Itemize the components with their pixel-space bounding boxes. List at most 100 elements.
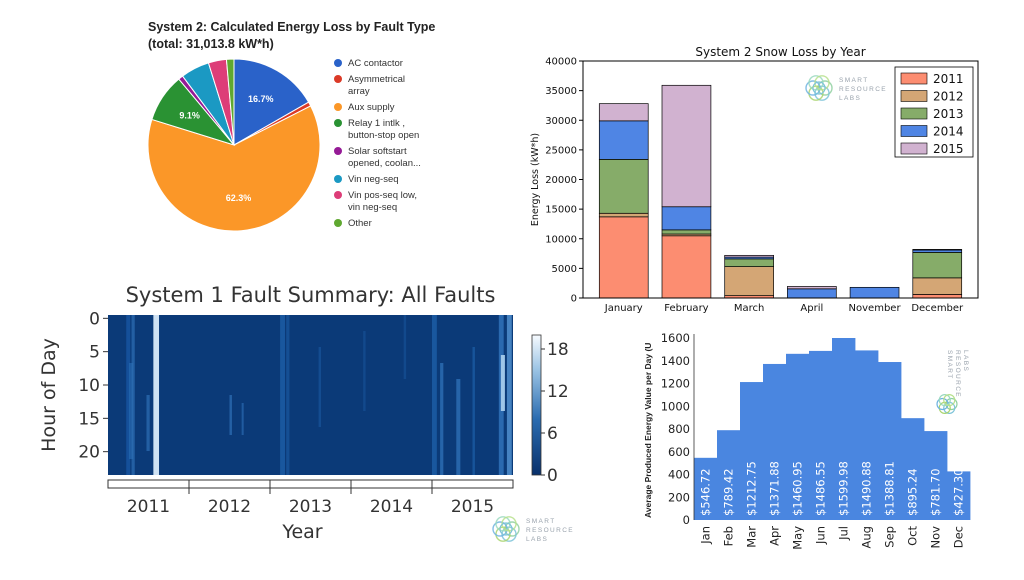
snow-title: System 2 Snow Loss by Year: [695, 45, 865, 59]
logo-word: SMART: [526, 518, 556, 525]
legend-label: 2014: [933, 125, 964, 139]
value-bar: [878, 362, 902, 520]
snow-bar-segment: [787, 288, 837, 299]
snow-ylabel: Energy Loss (kW*h): [530, 133, 541, 226]
y-tick-label: 25000: [545, 145, 577, 156]
value-bar: [740, 382, 764, 520]
snow-bar-segment: [661, 235, 712, 299]
y-tick-label: 1400: [661, 354, 690, 368]
pie-slice: [225, 58, 235, 146]
x-tick-label: Aug: [860, 526, 874, 548]
y-tick-label: 30000: [545, 116, 577, 127]
heatmap-cell-band: [472, 347, 475, 475]
x-tick-label: April: [800, 303, 823, 314]
x-tick-label: 2015: [451, 497, 494, 517]
pie-legend-entry: Other: [334, 218, 372, 229]
year-strip: [107, 479, 514, 489]
heatmap-cell-band: [440, 363, 444, 475]
legend-swatch: [900, 125, 928, 137]
heatmap-cell-band: [403, 315, 407, 379]
heatmap-ylabel: Hour of Day: [38, 338, 60, 452]
heatmap-cell-band: [500, 355, 505, 411]
logo-word: RESOURCE: [526, 527, 574, 534]
heatmap-cell-band: [318, 347, 322, 427]
heatmap-title: System 1 Fault Summary: All Faults: [126, 283, 496, 307]
logo-word: RESOURCE: [839, 86, 887, 93]
colorbar-tick-label: 0: [547, 466, 558, 486]
value-bar: [901, 418, 925, 520]
value-bar-label: $1371.88: [768, 461, 782, 516]
pie-legend-label: Vin neg-seq: [348, 174, 399, 185]
heatmap-cell-band: [153, 315, 160, 475]
x-tick-label: March: [734, 303, 764, 314]
y-tick-label: 10: [78, 376, 100, 396]
value-bar: [947, 471, 971, 520]
logo-word: LABS: [526, 536, 548, 543]
value-bar: [763, 363, 787, 520]
legend-marker-icon: [334, 59, 342, 67]
snow-loss-chart: System 2 Snow Loss by Year 0 5000 10000 1500…: [530, 45, 979, 314]
snow-bar-segment: [598, 120, 649, 160]
pie-legend-entry: Relay 1 intlk , button-stop open: [334, 118, 419, 141]
energy-value-panel: $546.72 Jan $789.42 Feb $1212.75 Mar $1371.88 A…: [640, 330, 980, 575]
logo-center-icon: [812, 81, 826, 95]
pie-legend-entry: Vin pos-seq low, vin neg-seq: [334, 190, 417, 213]
legend-label: 2015: [933, 142, 964, 156]
logo-word: RESOURCE: [954, 350, 961, 398]
top-clip-mask: [640, 330, 980, 337]
heatmap-cell-band: [146, 395, 150, 451]
snow-bar-segment: [661, 206, 712, 231]
value-bar-label: $1599.98: [837, 461, 851, 516]
legend-label: 2012: [933, 90, 964, 104]
value-bar-label: $1486.55: [814, 461, 828, 516]
logo-word: LABS: [962, 350, 969, 372]
snow-bar-segment: [912, 249, 963, 251]
heatmap-cell-band: [129, 363, 134, 459]
colorbar-tick-label: 12: [547, 382, 569, 402]
pie-slice-label: 16.7%: [248, 94, 274, 104]
pie-legend-entry: AC contactor: [334, 58, 403, 69]
y-tick-label: 0: [571, 294, 577, 305]
value-bar: [786, 353, 810, 520]
x-tick-label: Apr: [768, 526, 782, 546]
value-bar: [855, 350, 879, 520]
x-tick-label: January: [604, 303, 643, 314]
energy-value-chart: $546.72 Jan $789.42 Feb $1212.75 Mar $1371.88 A…: [640, 330, 980, 550]
x-tick-label: 2014: [370, 497, 413, 517]
snow-bar-segment: [912, 249, 963, 253]
pie-legend-entry: Asymmetrical array: [334, 74, 405, 97]
snow-bar-segment: [849, 286, 900, 299]
snow-bar-segment: [661, 84, 712, 208]
logo-flower-icon: [943, 394, 956, 407]
heatmap-cell-band: [229, 395, 232, 435]
heatmap-cell-band: [241, 403, 244, 435]
pie-slice: [147, 105, 321, 232]
legend-swatch: [900, 90, 928, 102]
y-tick-label: 5: [89, 343, 100, 363]
y-tick-label: 1600: [661, 331, 690, 345]
snow-bar-segment: [912, 277, 963, 295]
snow-bar-segment: [598, 216, 649, 299]
smart-resource-labs-logo: SMART RESOURCE LABS: [492, 516, 574, 543]
value-bar-label: $1388.81: [883, 461, 897, 516]
pie-legend-label: Relay 1 intlk , button-stop open: [348, 118, 419, 141]
pie-chart: System 2: Calculated Energy Loss by Faul…: [147, 20, 435, 232]
value-bar-label: $781.70: [929, 468, 943, 516]
y-tick-label: 400: [668, 468, 690, 482]
value-bar: [924, 431, 948, 520]
y-tick-label: 1000: [661, 399, 690, 413]
x-tick-label: Jul: [837, 526, 851, 541]
snow-bar-segment: [598, 212, 649, 218]
heatmap-xlabel: Year: [281, 521, 322, 543]
snow-bar-segment: [912, 294, 963, 299]
pie-slice-label: 9.1%: [179, 110, 200, 120]
colorbar-tick-label: 6: [547, 424, 558, 444]
snow-bar-segment: [724, 266, 774, 296]
x-tick-label: Jan: [699, 526, 713, 545]
heatmap-cell-band: [506, 315, 512, 475]
legend-label: 2013: [933, 107, 964, 121]
legend-marker-icon: [334, 219, 342, 227]
y-tick-label: 40000: [545, 57, 577, 68]
heatmap-cell-band: [280, 315, 285, 475]
